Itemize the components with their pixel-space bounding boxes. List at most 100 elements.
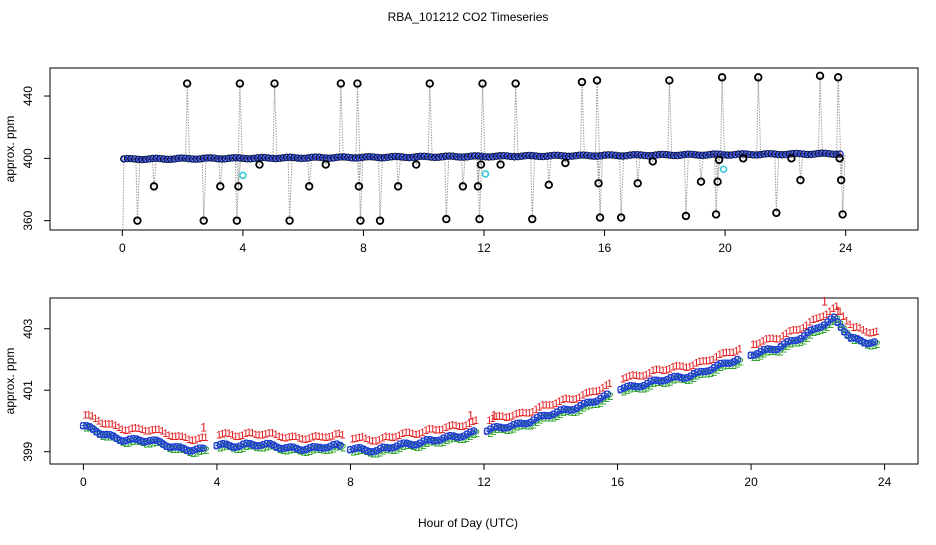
marker-1: 1: [643, 369, 649, 381]
marker-2: 2: [471, 429, 477, 441]
baseline-point-blue: [732, 151, 739, 158]
baseline-point-blue: [511, 153, 519, 161]
marker-2: 2: [360, 445, 366, 457]
marker-2: 2: [337, 441, 343, 453]
x-tick-label: 12: [477, 475, 491, 489]
chart-title: RBA_101212 CO2 Timeseries: [387, 10, 549, 24]
marker-o: [253, 442, 261, 450]
marker-3: 3: [543, 411, 549, 423]
marker-1: 1: [780, 331, 786, 343]
marker-3: 3: [89, 424, 95, 436]
marker-3: 3: [577, 401, 583, 413]
baseline-point-blue: [797, 150, 804, 157]
marker-3: 3: [830, 312, 836, 324]
marker-3: 3: [153, 435, 159, 447]
marker-1: 1: [112, 420, 118, 432]
marker-1: 1: [757, 338, 763, 350]
marker-o: [410, 441, 418, 449]
spike-point: [717, 73, 727, 82]
spike-point: [787, 154, 796, 163]
marker-2: 2: [621, 386, 627, 398]
baseline-point-blue: [413, 153, 421, 161]
marker-3: 3: [674, 371, 680, 383]
marker-2: 2: [410, 441, 416, 453]
marker-1: 1: [673, 360, 679, 372]
baseline-point-blue: [811, 150, 819, 158]
marker-3: 3: [857, 336, 863, 348]
baseline-point-blue: [536, 153, 544, 160]
baseline-point-blue: [540, 153, 548, 160]
marker-o: [650, 376, 658, 384]
marker-3: 3: [136, 435, 142, 447]
marker-o: [670, 372, 678, 380]
marker-o: [807, 326, 815, 334]
marker-1: 1: [359, 432, 365, 444]
baseline-point-blue: [330, 154, 338, 162]
spike-point: [665, 76, 674, 85]
marker-1: 1: [246, 427, 252, 439]
marker-o: [300, 446, 308, 454]
marker-2: 2: [157, 437, 163, 449]
marker-3: 3: [226, 441, 232, 453]
marker-3: 3: [323, 443, 329, 455]
marker-1: 1: [430, 424, 436, 436]
marker-2: 2: [537, 414, 543, 426]
baseline-point-blue: [287, 153, 295, 161]
marker-1: 1: [603, 380, 609, 392]
marker-o: [146, 436, 154, 445]
baseline-point-blue: [699, 152, 707, 159]
marker-3: 3: [800, 331, 806, 343]
marker-2: 2: [277, 444, 283, 456]
marker-3: 3: [286, 442, 292, 454]
x-tick-label: 4: [240, 241, 247, 255]
marker-3: 3: [360, 444, 366, 456]
marker-2: 2: [197, 446, 203, 458]
marker-3: 3: [560, 404, 566, 416]
marker-o: [143, 437, 151, 446]
marker-1: 1: [379, 432, 385, 444]
marker-2: 2: [310, 445, 316, 457]
marker-2: 2: [814, 326, 820, 338]
spike-connector: [378, 157, 383, 221]
spike-point: [815, 71, 825, 80]
marker-1: 1: [750, 339, 756, 351]
marker-o: [176, 443, 184, 451]
marker-3: 3: [390, 443, 396, 455]
marker-2: 2: [167, 443, 173, 455]
marker-3: 3: [634, 382, 640, 394]
marker-1: 1: [102, 418, 108, 430]
marker-3: 3: [296, 445, 302, 457]
marker-3: 3: [86, 422, 92, 434]
marker-3: 3: [119, 436, 125, 448]
marker-o: [457, 433, 465, 441]
baseline-point-blue: [681, 151, 689, 158]
marker-o: [333, 440, 341, 448]
marker-o: [700, 367, 708, 376]
marker-3: 3: [330, 440, 336, 452]
marker-o: [386, 444, 395, 452]
marker-2: 2: [377, 448, 383, 460]
marker-1: 1: [106, 418, 112, 430]
marker-o: [320, 444, 328, 452]
marker-1: 1: [139, 424, 145, 436]
marker-2: 2: [113, 433, 119, 445]
x-tick-label: 8: [360, 241, 367, 255]
marker-3: 3: [306, 443, 312, 455]
marker-o: [116, 436, 124, 444]
marker-1: 1: [132, 423, 138, 435]
marker-o: [280, 444, 288, 452]
baseline-point-blue: [222, 155, 229, 163]
marker-1: 1: [506, 412, 512, 424]
baseline-point-blue: [515, 153, 522, 160]
marker-2: 2: [811, 327, 817, 339]
marker-1: 1: [637, 371, 643, 383]
marker-2: 2: [594, 399, 600, 411]
marker-2: 2: [474, 428, 480, 440]
marker-o: [620, 384, 628, 392]
marker-2: 2: [624, 385, 630, 397]
baseline-point-blue: [193, 155, 200, 163]
top-data-layer: [120, 71, 847, 230]
marker-o: [293, 444, 301, 452]
marker-3: 3: [647, 376, 653, 388]
marker-3: 3: [433, 436, 439, 448]
